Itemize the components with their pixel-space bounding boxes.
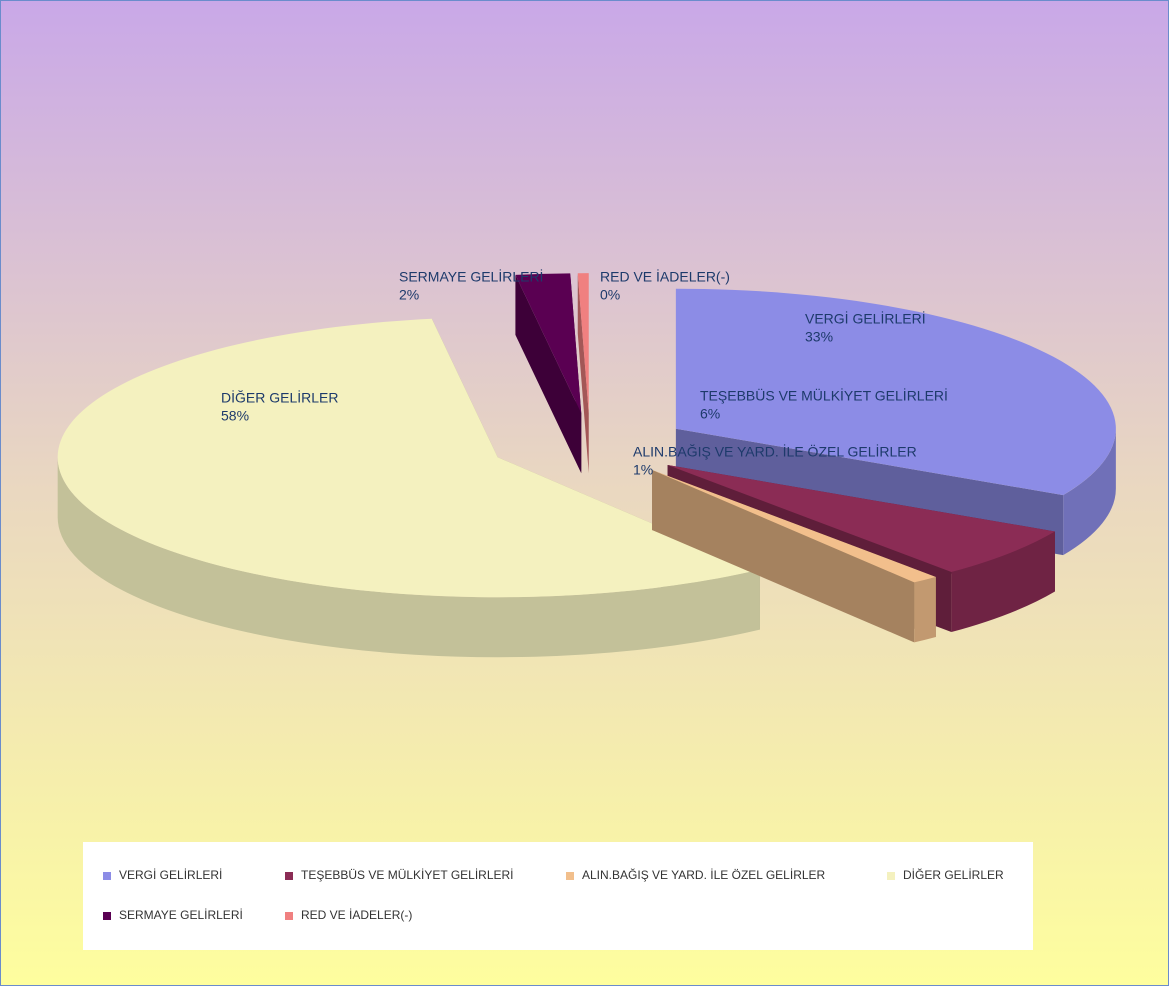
legend-label: TEŞEBBÜS VE MÜLKİYET GELİRLERİ: [301, 868, 514, 882]
slice-cut-face: [515, 274, 582, 474]
slice-label: VERGİ GELİRLERİ: [805, 310, 926, 327]
legend: VERGİ GELİRLERİ TEŞEBBÜS VE MÜLKİYET GELİ…: [103, 867, 1004, 922]
legend-label: RED VE İADELER(-): [301, 908, 412, 922]
slice-label: RED VE İADELER(-): [600, 268, 730, 285]
legend-swatch: [566, 872, 574, 880]
legend-swatch: [103, 912, 111, 920]
slice-value-label: 0%: [600, 287, 620, 303]
slice-side: [57, 457, 760, 658]
slice-value-label: 6%: [700, 406, 720, 422]
legend-swatch: [103, 872, 111, 880]
slice-cut-face: [577, 273, 589, 474]
slice-value-label: 33%: [805, 329, 833, 345]
legend-swatch: [285, 912, 293, 920]
slice-label: DİĞER GELİRLER: [221, 389, 338, 406]
slice-value-label: 58%: [221, 408, 249, 424]
slice-side: [1063, 428, 1116, 556]
slice-label: SERMAYE GELİRLERİ: [399, 268, 543, 285]
slice-value-label: 2%: [399, 287, 419, 303]
labels: VERGİ GELİRLERİ 33% TEŞEBBÜS VE MÜLKİYET G…: [221, 268, 948, 478]
slice: [667, 465, 1055, 573]
legend-box: [83, 842, 1033, 950]
legend-label: SERMAYE GELİRLERİ: [119, 908, 243, 922]
slice: [577, 273, 589, 414]
legend-swatch: [285, 872, 293, 880]
legend-label: ALIN.BAĞIŞ VE YARD. İLE ÖZEL GELİRLER: [582, 867, 826, 882]
slice-side: [914, 576, 936, 643]
slice: [515, 273, 582, 414]
slice-value-label: 1%: [633, 462, 653, 478]
slice-cut-face: [652, 469, 915, 643]
pie: [57, 273, 1116, 658]
slice-label: TEŞEBBÜS VE MÜLKİYET GELİRLERİ: [700, 387, 948, 404]
slice: [652, 469, 936, 583]
legend-label: DİĞER GELİRLER: [903, 867, 1004, 882]
slice-label: ALIN.BAĞIŞ VE YARD. İLE ÖZEL GELİRLER: [633, 443, 917, 460]
slice: [57, 318, 760, 598]
slice: [675, 288, 1116, 496]
legend-label: VERGİ GELİRLERİ: [119, 868, 222, 882]
slice-side: [951, 531, 1055, 633]
legend-swatch: [887, 872, 895, 880]
